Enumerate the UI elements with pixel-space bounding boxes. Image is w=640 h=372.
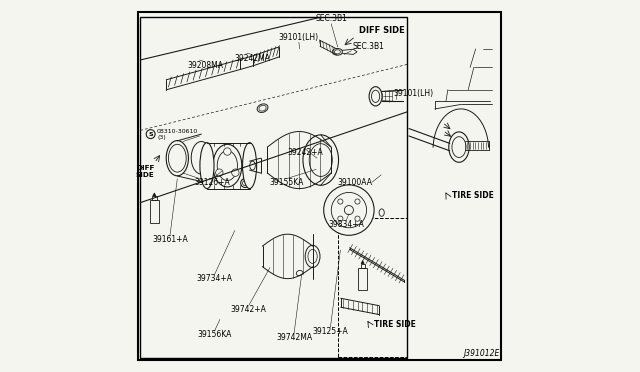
Text: 39156KA: 39156KA bbox=[197, 330, 232, 340]
Circle shape bbox=[324, 185, 374, 235]
Ellipse shape bbox=[166, 141, 188, 176]
Text: 39208MA: 39208MA bbox=[187, 61, 223, 70]
Text: 39834+A: 39834+A bbox=[328, 221, 364, 230]
Text: TIRE SIDE: TIRE SIDE bbox=[452, 191, 494, 200]
Bar bbox=[140, 17, 407, 358]
Text: S: S bbox=[148, 132, 153, 137]
Ellipse shape bbox=[449, 132, 469, 162]
Text: 39742MA: 39742MA bbox=[276, 333, 312, 342]
Text: 39101(LH): 39101(LH) bbox=[279, 33, 319, 42]
Text: 39242MA: 39242MA bbox=[234, 54, 271, 62]
Polygon shape bbox=[342, 49, 357, 54]
Text: SIDE: SIDE bbox=[136, 172, 154, 178]
Ellipse shape bbox=[200, 142, 214, 189]
Text: 39161+A: 39161+A bbox=[152, 235, 188, 244]
Circle shape bbox=[216, 169, 223, 176]
Text: 39742+A: 39742+A bbox=[231, 305, 267, 314]
Text: 39126+A: 39126+A bbox=[195, 178, 230, 187]
Ellipse shape bbox=[191, 141, 212, 174]
Text: 39125+A: 39125+A bbox=[312, 327, 348, 336]
Circle shape bbox=[223, 148, 231, 155]
Text: 39155KA: 39155KA bbox=[269, 178, 304, 187]
Circle shape bbox=[241, 179, 250, 187]
Bar bbox=[358, 268, 367, 289]
Bar bbox=[338, 218, 407, 357]
Text: DIFF: DIFF bbox=[136, 165, 154, 171]
Polygon shape bbox=[361, 261, 364, 263]
Circle shape bbox=[232, 169, 239, 176]
Text: J391012E: J391012E bbox=[463, 349, 500, 358]
Text: 39100AA: 39100AA bbox=[337, 178, 372, 187]
Text: (3): (3) bbox=[157, 135, 166, 140]
Ellipse shape bbox=[243, 142, 257, 189]
Ellipse shape bbox=[369, 87, 382, 106]
Text: DIFF SIDE: DIFF SIDE bbox=[359, 26, 405, 35]
Bar bbox=[150, 201, 159, 224]
Ellipse shape bbox=[332, 48, 342, 55]
Ellipse shape bbox=[303, 135, 339, 185]
Ellipse shape bbox=[305, 245, 320, 267]
Polygon shape bbox=[153, 193, 156, 196]
Text: 39734+A: 39734+A bbox=[196, 274, 232, 283]
Text: 39101(LH): 39101(LH) bbox=[394, 89, 433, 98]
Text: SEC.3B1: SEC.3B1 bbox=[315, 14, 347, 23]
Ellipse shape bbox=[213, 144, 242, 187]
Text: 08310-30610: 08310-30610 bbox=[156, 129, 197, 134]
Text: TIRE SIDE: TIRE SIDE bbox=[374, 320, 416, 329]
Text: 39242+A: 39242+A bbox=[287, 148, 323, 157]
Text: SEC.3B1: SEC.3B1 bbox=[353, 42, 385, 51]
